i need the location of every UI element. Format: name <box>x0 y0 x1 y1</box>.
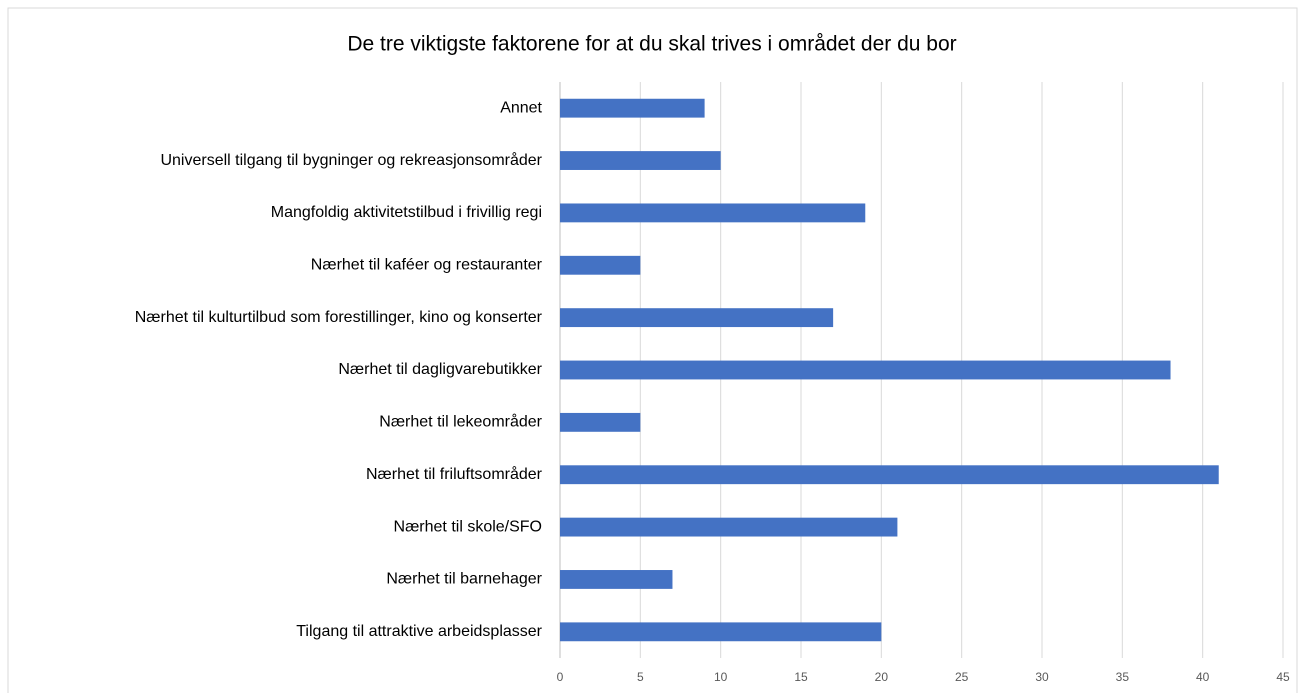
bar <box>560 98 705 118</box>
chart-title: De tre viktigste faktorene for at du ska… <box>347 33 956 56</box>
y-tick-label: Tilgang til attraktive arbeidsplasser <box>296 623 542 640</box>
bar <box>560 151 721 170</box>
x-tick-label: 15 <box>794 670 808 684</box>
bar <box>560 203 866 223</box>
y-tick-label: Nærhet til kulturtilbud som forestilling… <box>135 309 543 326</box>
y-tick-label: Nærhet til barnehager <box>386 571 542 588</box>
y-tick-label: Annet <box>500 99 542 116</box>
y-tick-label: Nærhet til friluftsområder <box>366 465 543 483</box>
y-tick-label: Nærhet til kaféer og restauranter <box>311 256 543 273</box>
y-tick-label: Nærhet til skole/SFO <box>394 518 542 535</box>
x-tick-label: 25 <box>955 670 969 684</box>
x-tick-label: 45 <box>1276 670 1290 684</box>
y-tick-label: Mangfoldig aktivitetstilbud i frivillig … <box>271 204 542 221</box>
x-tick-label: 40 <box>1196 670 1210 684</box>
y-tick-label: Nærhet til dagligvarebutikker <box>338 361 542 378</box>
y-tick-label: Universell tilgang til bygninger og rekr… <box>160 151 542 169</box>
y-tick-label: Nærhet til lekeområder <box>379 413 542 431</box>
bar <box>560 465 1219 485</box>
x-tick-label: 5 <box>637 670 644 684</box>
bar <box>560 360 1171 380</box>
x-tick-label: 10 <box>714 670 728 684</box>
bar <box>560 570 673 589</box>
x-tick-label: 30 <box>1035 670 1049 684</box>
bar <box>560 255 641 275</box>
bar <box>560 412 641 432</box>
x-tick-label: 35 <box>1116 670 1130 684</box>
bar <box>560 622 882 642</box>
bar <box>560 517 898 537</box>
x-tick-label: 20 <box>875 670 889 684</box>
x-tick-label: 0 <box>557 670 564 684</box>
bar <box>560 308 834 328</box>
